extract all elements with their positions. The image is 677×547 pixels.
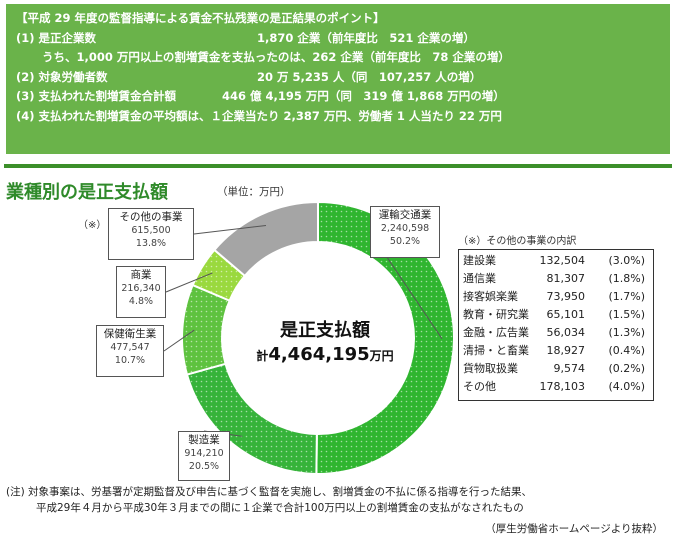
slice-percent: 13.8% xyxy=(135,238,167,249)
slice-label: その他の事業 xyxy=(119,211,183,223)
center-total-value: 4,464,195 xyxy=(268,344,370,365)
breakdown-pct: (3.0%) xyxy=(608,254,645,267)
summary-line: (3) 支払われた割増賃金合計額 446 億 4,195 万円（同 319 億 … xyxy=(16,89,505,103)
summary-heading: 【平成 29 年度の監督指導による賃金不払残業の是正結果のポイント】 xyxy=(16,11,385,25)
slice-value: 477,547 xyxy=(110,342,150,353)
breakdown-value: 81,307 xyxy=(546,272,586,285)
note-mark: （※） xyxy=(78,220,107,231)
summary-line: (4) 支払われた割増賃金の平均額は、１企業当たり 2,387 万円、労働者 1… xyxy=(16,108,502,123)
chart-title: 業種別の是正支払額 xyxy=(6,182,168,203)
breakdown-row: 教育・研究業 65,101 (1.5%) xyxy=(463,306,649,324)
summary-line: (2) 対象労働者数 20 万 5,235 人（同 107,257 人の増） xyxy=(16,69,482,84)
slice-percent: 4.8% xyxy=(128,296,154,307)
breakdown-pct: (1.3%) xyxy=(608,326,645,339)
leader-line xyxy=(193,224,267,235)
breakdown-name: 建設業 xyxy=(463,254,496,267)
slice-value: 216,340 xyxy=(121,283,161,294)
breakdown-row: その他 178,103 (4.0%) xyxy=(463,378,649,396)
slice-transport-texture xyxy=(316,202,454,474)
breakdown-name: 通信業 xyxy=(463,272,496,285)
slice-value: 914,210 xyxy=(184,448,224,459)
breakdown-value: 65,101 xyxy=(546,308,586,321)
breakdown-row: 金融・広告業 56,034 (1.3%) xyxy=(463,324,649,342)
breakdown-name: 金融・広告業 xyxy=(463,326,529,339)
breakdown-pct: (0.4%) xyxy=(608,344,645,357)
slice-label: 製造業 xyxy=(188,434,220,446)
slice-label-box-other: その他の事業 615,500 13.8% xyxy=(108,208,194,260)
unit-label: （単位：万円） xyxy=(217,186,291,198)
breakdown-row: 貨物取扱業 9,574 (0.2%) xyxy=(463,360,649,378)
slice-label-box-transport: 運輸交通業 2,240,598 50.2% xyxy=(370,206,440,258)
footnote-line: (注) 対象事案は、労基署が定期監督及び申告に基づく監督を実施し、割増賃金の不払… xyxy=(6,486,533,498)
breakdown-table: 建設業 132,504 (3.0%) 通信業 81,307 (1.8%) 接客娯楽業 73… xyxy=(458,249,654,401)
slice-label-box-health: 保健衛生業 477,547 10.7% xyxy=(96,325,164,377)
breakdown-row: 通信業 81,307 (1.8%) xyxy=(463,270,649,288)
breakdown-title: （※）その他の事業の内訳 xyxy=(458,236,577,247)
footnote-line: 平成29年４月から平成30年３月までの間に１企業で合計100万円以上の割増賃金の… xyxy=(36,502,524,514)
section-divider xyxy=(4,164,672,168)
breakdown-value: 132,504 xyxy=(539,254,586,267)
breakdown-value: 9,574 xyxy=(553,362,586,375)
slice-commerce-texture xyxy=(192,249,245,301)
breakdown-row: 建設業 132,504 (3.0%) xyxy=(463,252,649,270)
breakdown-name: 教育・研究業 xyxy=(463,308,529,321)
breakdown-name: 貨物取扱業 xyxy=(463,362,518,375)
slice-percent: 20.5% xyxy=(188,461,220,472)
footnote: (注) 対象事案は、労基署が定期監督及び申告に基づく監督を実施し、割増賃金の不払… xyxy=(6,484,666,516)
breakdown-pct: (4.0%) xyxy=(608,380,645,393)
center-total-prefix: 計 xyxy=(256,349,269,363)
breakdown-pct: (1.7%) xyxy=(608,290,645,303)
breakdown-name: その他 xyxy=(463,380,496,393)
breakdown-row: 清掃・と畜業 18,927 (0.4%) xyxy=(463,342,649,360)
slice-value: 615,500 xyxy=(131,225,171,236)
summary-line: (1) 是正企業数 1,870 企業（前年度比 521 企業の増） xyxy=(16,30,475,45)
slice-label-box-commerce: 商業 216,340 4.8% xyxy=(116,266,166,318)
breakdown-name: 接客娯楽業 xyxy=(463,290,518,303)
slice-other xyxy=(212,200,319,278)
breakdown-row: 接客娯楽業 73,950 (1.7%) xyxy=(463,288,649,306)
summary-line: うち、1,000 万円以上の割増賃金を支払ったのは、262 企業（前年度比 78… xyxy=(42,50,510,64)
slice-manufacturing-texture xyxy=(187,363,317,474)
slice-label: 運輸交通業 xyxy=(378,209,432,221)
slice-health-texture xyxy=(182,285,230,375)
slice-percent: 10.7% xyxy=(114,355,146,366)
leader-line xyxy=(165,272,213,293)
breakdown-pct: (1.8%) xyxy=(608,272,645,285)
breakdown-pct: (1.5%) xyxy=(608,308,645,321)
breakdown-value: 56,034 xyxy=(546,326,586,339)
center-total-unit: 万円 xyxy=(369,349,394,363)
center-title: 是正支払額 xyxy=(280,320,370,341)
breakdown-pct: (0.2%) xyxy=(608,362,645,375)
slice-label: 商業 xyxy=(130,269,152,281)
slice-label-box-manufacturing: 製造業 914,210 20.5% xyxy=(178,431,230,481)
center-total: 計4,464,195万円 xyxy=(225,344,425,365)
slice-value: 2,240,598 xyxy=(380,223,430,234)
summary-panel: 【平成 29 年度の監督指導による賃金不払残業の是正結果のポイント】 (1) 是… xyxy=(6,4,670,154)
source-note: （厚生労働省ホームページより抜粋） xyxy=(485,523,663,535)
leader-line xyxy=(163,329,195,352)
slice-label: 保健衛生業 xyxy=(103,328,157,340)
breakdown-value: 18,927 xyxy=(546,344,586,357)
breakdown-name: 清掃・と畜業 xyxy=(463,344,529,357)
breakdown-value: 73,950 xyxy=(546,290,586,303)
breakdown-value: 178,103 xyxy=(539,380,586,393)
slice-percent: 50.2% xyxy=(389,236,421,247)
